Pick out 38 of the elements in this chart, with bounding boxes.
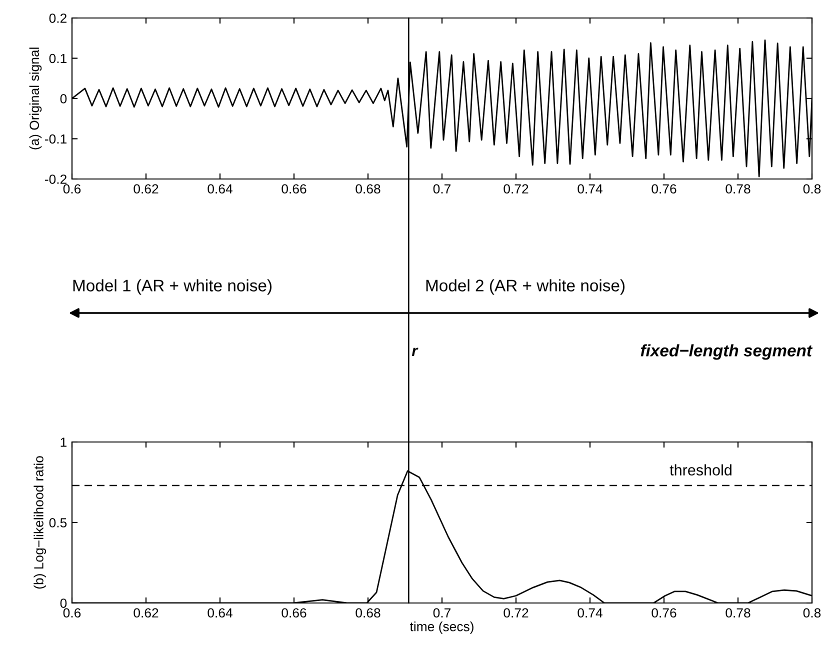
text: Model 1 (AR + white noise) <box>73 279 272 295</box>
text: Model 2 (AR + white noise) <box>426 279 625 295</box>
x-tick-label: 0.64 <box>208 184 232 194</box>
y-tick-label: 0 <box>60 94 67 104</box>
x-tick-label: 0.68 <box>356 608 380 618</box>
x-tick-label: 0.72 <box>504 608 528 618</box>
x-tick-label: 0.72 <box>504 184 528 194</box>
y-tick-label: 0.2 <box>49 14 66 23</box>
x-tick-label: 0.6 <box>63 608 81 618</box>
x-tick-label: 0.7 <box>433 608 451 618</box>
x-tick-label: 0.76 <box>652 608 676 618</box>
x-tick-label: 0.6 <box>63 184 81 194</box>
x-tick-label: 0.74 <box>578 184 602 194</box>
x-tick-label: 0.68 <box>356 184 380 194</box>
x-tick-label: 0.66 <box>282 184 306 194</box>
y-tick-label: 0 <box>60 598 67 608</box>
y-axis-title: (b) Log−likelihood ratio <box>34 456 46 589</box>
x-tick-label: 0.8 <box>803 184 821 194</box>
ref-line-label: r <box>412 348 418 356</box>
legend-label: threshold <box>670 464 732 476</box>
x-tick-label: 0.74 <box>578 608 602 618</box>
x-tick-label: 0.7 <box>433 184 451 194</box>
y-tick-label: 0.5 <box>49 518 67 528</box>
y-tick-label: -0.1 <box>44 134 66 144</box>
x-tick-label: 0.8 <box>803 608 821 618</box>
y-axis-title: (a) Original signal <box>29 48 42 150</box>
text: fixed−length segment <box>640 344 813 360</box>
x-tick-label: 0.76 <box>652 184 676 194</box>
x-axis-title: time (secs) <box>410 622 474 634</box>
x-tick-label: 0.78 <box>726 184 750 194</box>
y-tick-label: -0.2 <box>44 174 66 184</box>
y-tick-label: 0.1 <box>49 54 66 64</box>
x-tick-label: 0.64 <box>208 608 232 618</box>
x-tick-label: 0.78 <box>726 608 750 618</box>
y-tick-label: 1 <box>60 438 66 447</box>
x-tick-label: 0.62 <box>134 184 158 194</box>
x-tick-label: 0.66 <box>282 608 306 618</box>
x-tick-label: 0.62 <box>134 608 158 618</box>
